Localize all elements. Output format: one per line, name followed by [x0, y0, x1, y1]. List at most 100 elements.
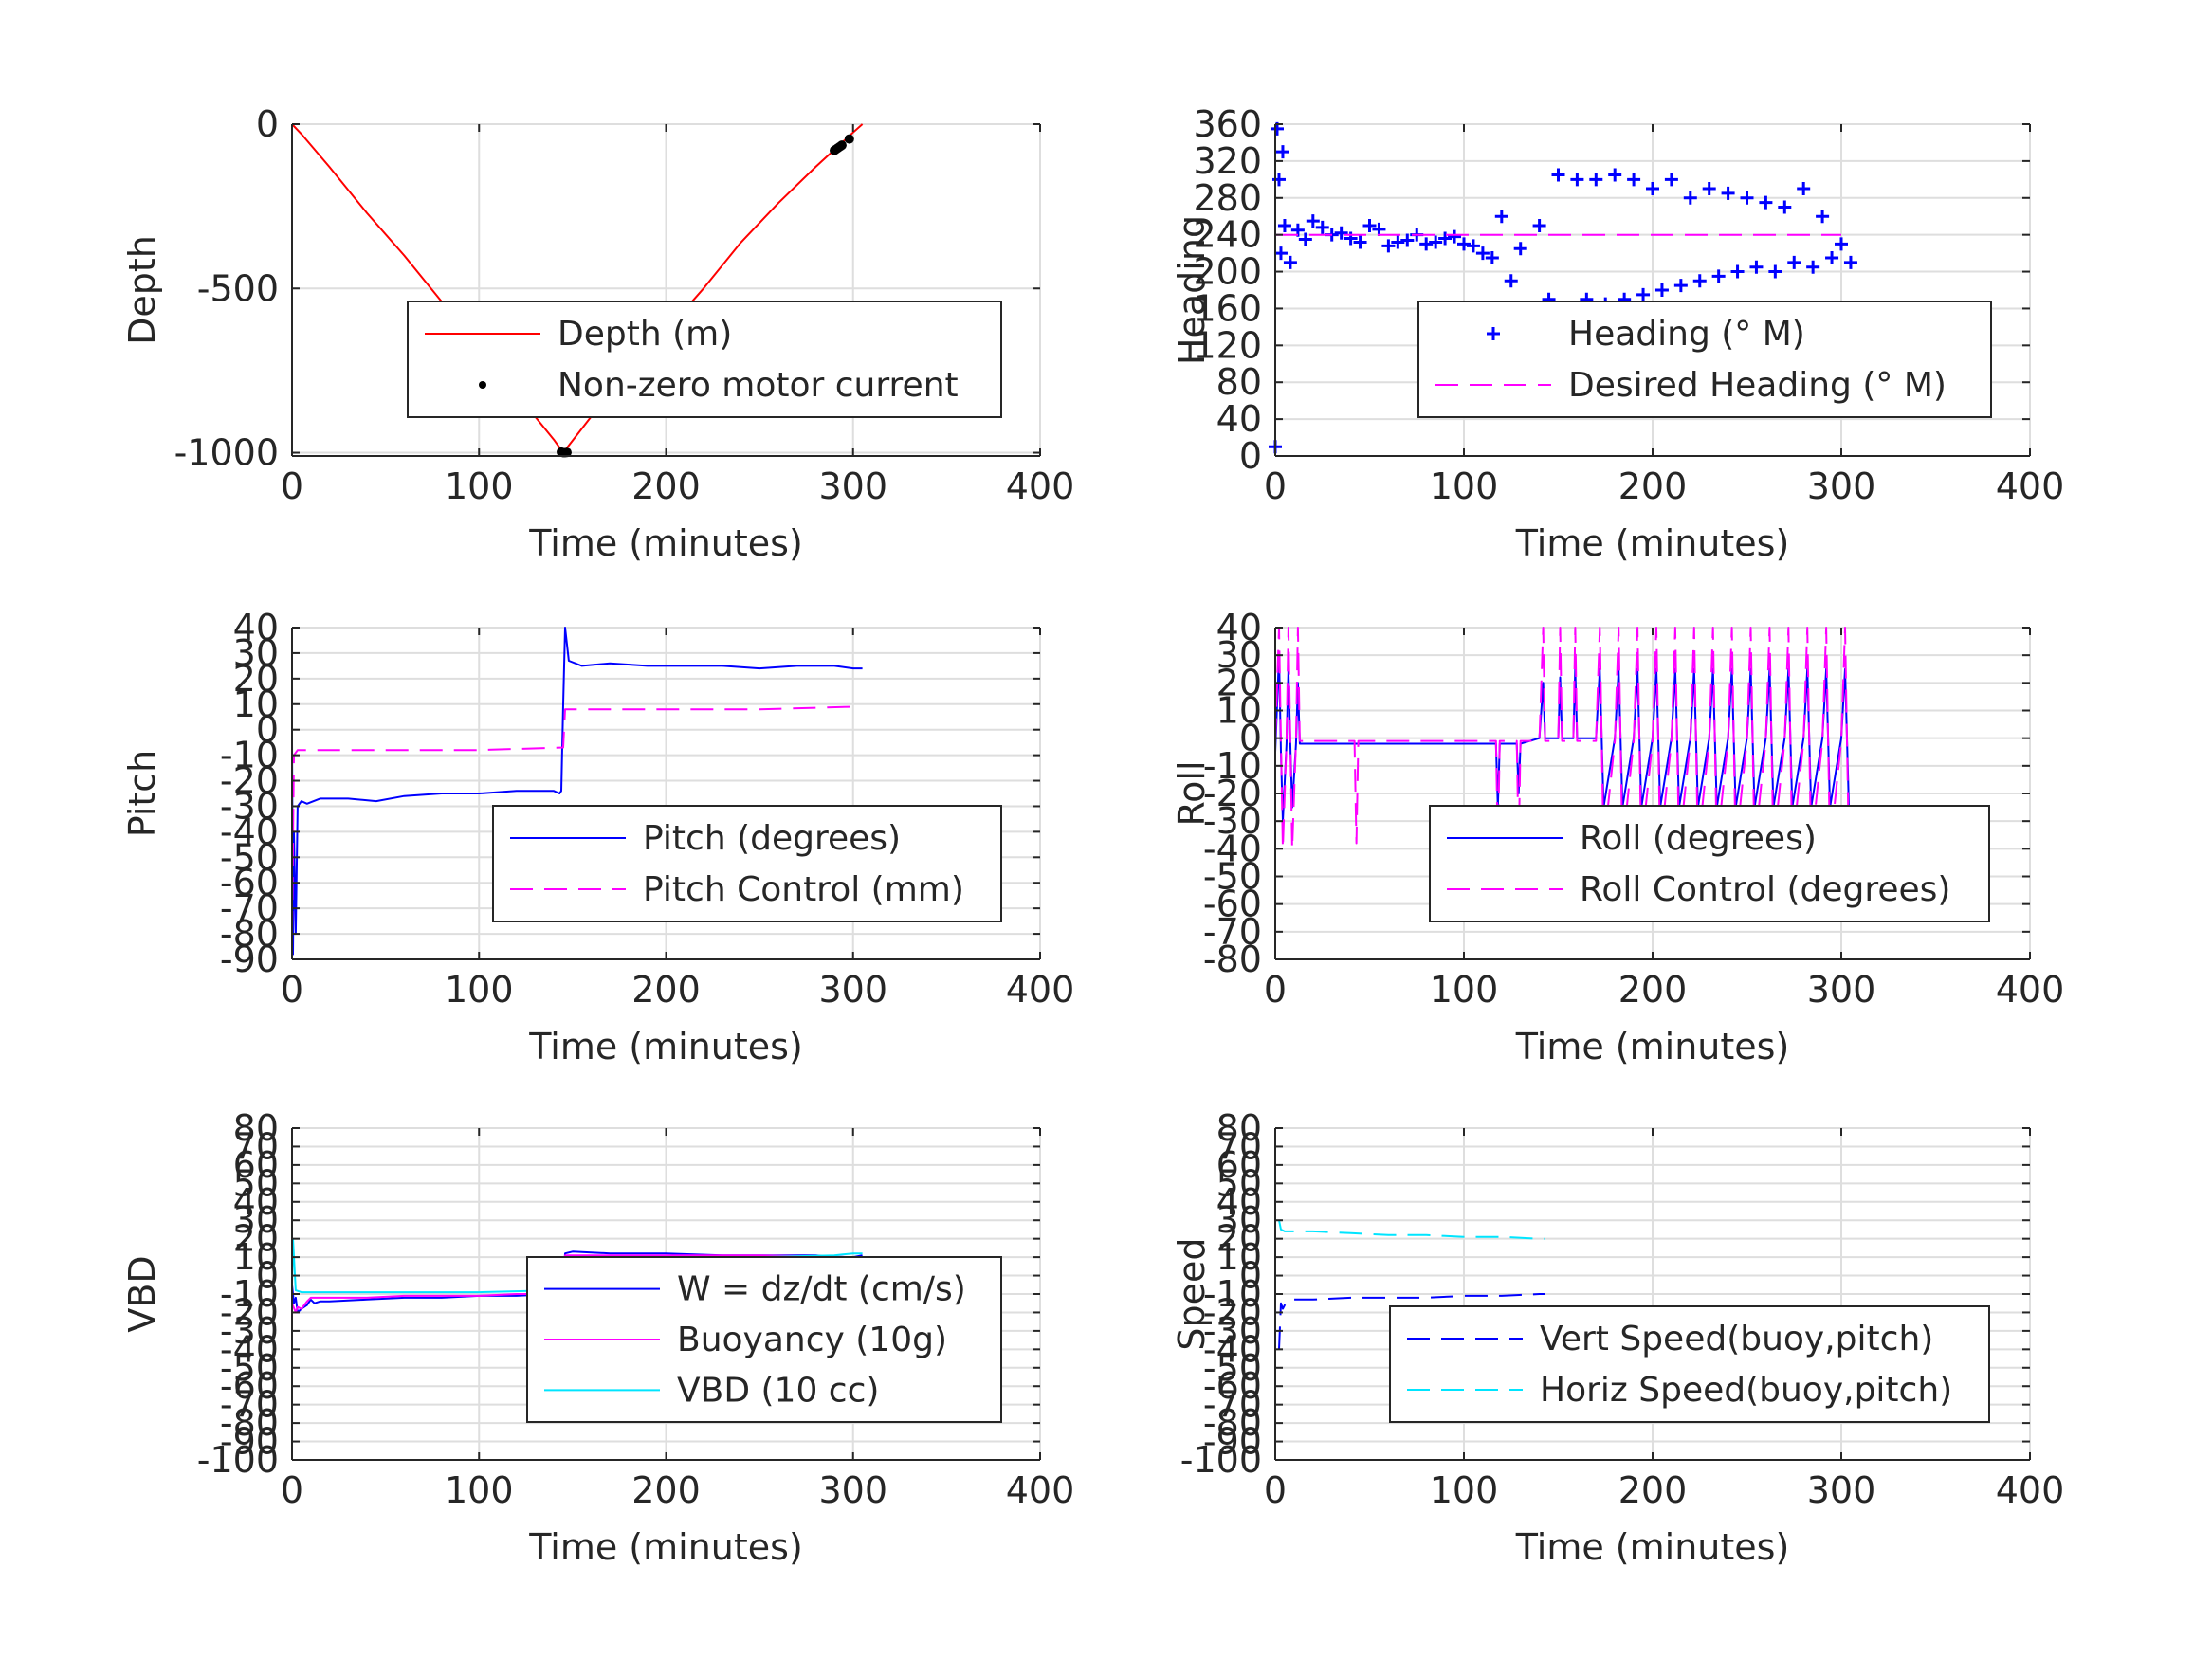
subplot-heading: 0 100 200 300 40004080120160200240280320360T… [1171, 103, 2064, 564]
x-tick-label: 100 [1430, 465, 1499, 507]
legend-label: Heading (° M) [1568, 315, 1805, 354]
data-point [1334, 226, 1348, 240]
y-tick-label: -20 [1203, 1291, 1262, 1333]
y-tick-label: -80 [220, 1402, 279, 1444]
data-point [1673, 279, 1688, 293]
data-point [561, 447, 572, 458]
data-point [1551, 168, 1565, 182]
x-tick-label: 100 [445, 465, 514, 507]
y-tick-label: -30 [1203, 800, 1262, 842]
y-tick-label: -20 [220, 1291, 279, 1333]
y-tick-label: -70 [1203, 911, 1262, 953]
y-tick-label: -90 [1203, 1421, 1262, 1463]
data-point [1702, 182, 1716, 196]
data-point [1816, 210, 1830, 224]
series-line [1278, 1219, 1545, 1240]
data-point [836, 140, 847, 151]
x-tick-label: 200 [631, 969, 701, 1011]
y-tick-label: 0 [1239, 435, 1262, 477]
y-tick-label: -90 [220, 1421, 279, 1463]
data-point [1513, 242, 1527, 256]
y-tick-label: -50 [220, 836, 279, 878]
data-point [1277, 218, 1291, 232]
y-tick-label: 80 [1216, 361, 1262, 403]
legend-box [1417, 301, 1992, 418]
legend-marker [479, 381, 486, 389]
data-point [1353, 235, 1367, 249]
x-tick-label: 300 [818, 465, 887, 507]
subplot-speed: 0 100 200 300 40080706050403020100-10-20-30-… [1171, 1107, 2064, 1568]
y-axis-label: Roll [1171, 760, 1213, 826]
x-tick-label: 100 [445, 969, 514, 1011]
data-point [1362, 218, 1377, 232]
legend: Heading (° M) Desired Heading (° M) [1417, 301, 1992, 418]
data-point [1283, 255, 1297, 269]
legend-label: Non-zero motor current [558, 366, 959, 405]
subplot-vbd: 0 100 200 300 40080706050403020100-10-20-30-… [121, 1107, 1074, 1568]
series-non-zero-motor-current [557, 134, 854, 458]
data-point [1275, 145, 1289, 159]
x-axis-label: Time (minutes) [1515, 1026, 1790, 1067]
data-point [1711, 269, 1726, 283]
y-tick-label: -70 [220, 887, 279, 929]
legend-label: Horiz Speed(buoy,pitch) [1540, 1371, 1952, 1410]
x-tick-label: 300 [1807, 969, 1876, 1011]
y-tick-label: 70 [233, 1125, 279, 1167]
y-tick-label: 10 [233, 1236, 279, 1278]
y-tick-label: -40 [220, 1328, 279, 1370]
x-tick-label: 0 [281, 969, 303, 1011]
legend-box [1389, 1305, 1990, 1423]
series-horiz-speed-buoy-pitch [1278, 1219, 1545, 1240]
y-tick-label: 40 [233, 1181, 279, 1223]
data-point [1429, 235, 1443, 249]
x-tick-label: 400 [1006, 465, 1075, 507]
x-axis-label: Time (minutes) [1515, 1526, 1790, 1568]
y-tick-label: 0 [256, 103, 279, 145]
y-tick-label: 20 [1216, 1218, 1262, 1260]
y-tick-label: -70 [1203, 1384, 1262, 1426]
data-point [1273, 246, 1288, 261]
data-point [1636, 287, 1651, 301]
data-point [844, 134, 854, 144]
data-point [1372, 222, 1386, 236]
x-tick-label: 200 [1618, 1469, 1688, 1511]
data-point [1298, 232, 1312, 246]
x-tick-label: 300 [818, 969, 887, 1011]
y-axis-label: Pitch [121, 750, 163, 838]
x-tick-label: 100 [445, 1469, 514, 1511]
data-point [1664, 173, 1678, 187]
x-tick-label: 400 [1996, 465, 2065, 507]
y-tick-label: -80 [1203, 1402, 1262, 1444]
y-tick-label: 10 [233, 684, 279, 725]
y-tick-label: -30 [220, 785, 279, 827]
data-point [1494, 210, 1508, 224]
data-point [1532, 218, 1546, 232]
y-tick-label: -60 [1203, 1365, 1262, 1407]
legend: Vert Speed(buoy,pitch) Horiz Speed(buoy,p… [1389, 1305, 1990, 1423]
data-point [1475, 246, 1490, 261]
data-point [1740, 191, 1754, 205]
legend-label: VBD (10 cc) [677, 1371, 879, 1410]
y-axis-label: Heading [1171, 215, 1213, 365]
y-tick-label: -40 [1203, 828, 1262, 869]
data-point [1797, 182, 1811, 196]
y-tick-label: 80 [1216, 1107, 1262, 1149]
series-pitch-control-mm [291, 705, 853, 935]
data-point [1438, 231, 1453, 246]
x-tick-label: 400 [1006, 1469, 1075, 1511]
x-tick-label: 400 [1996, 1469, 2065, 1511]
data-point [1306, 214, 1320, 228]
y-tick-label: -90 [220, 939, 279, 980]
y-tick-label: 40 [1216, 1181, 1262, 1223]
data-point [1843, 255, 1857, 269]
y-tick-label: 0 [1239, 718, 1262, 759]
data-point [1768, 264, 1782, 279]
y-tick-label: -50 [1203, 856, 1262, 898]
data-point [1608, 168, 1622, 182]
y-axis-label: VBD [121, 1255, 163, 1332]
x-axis-label: Time (minutes) [528, 1026, 803, 1067]
data-point [1391, 235, 1405, 249]
legend: Roll (degrees) Roll Control (degrees) [1429, 805, 1990, 922]
data-point [1778, 200, 1792, 214]
